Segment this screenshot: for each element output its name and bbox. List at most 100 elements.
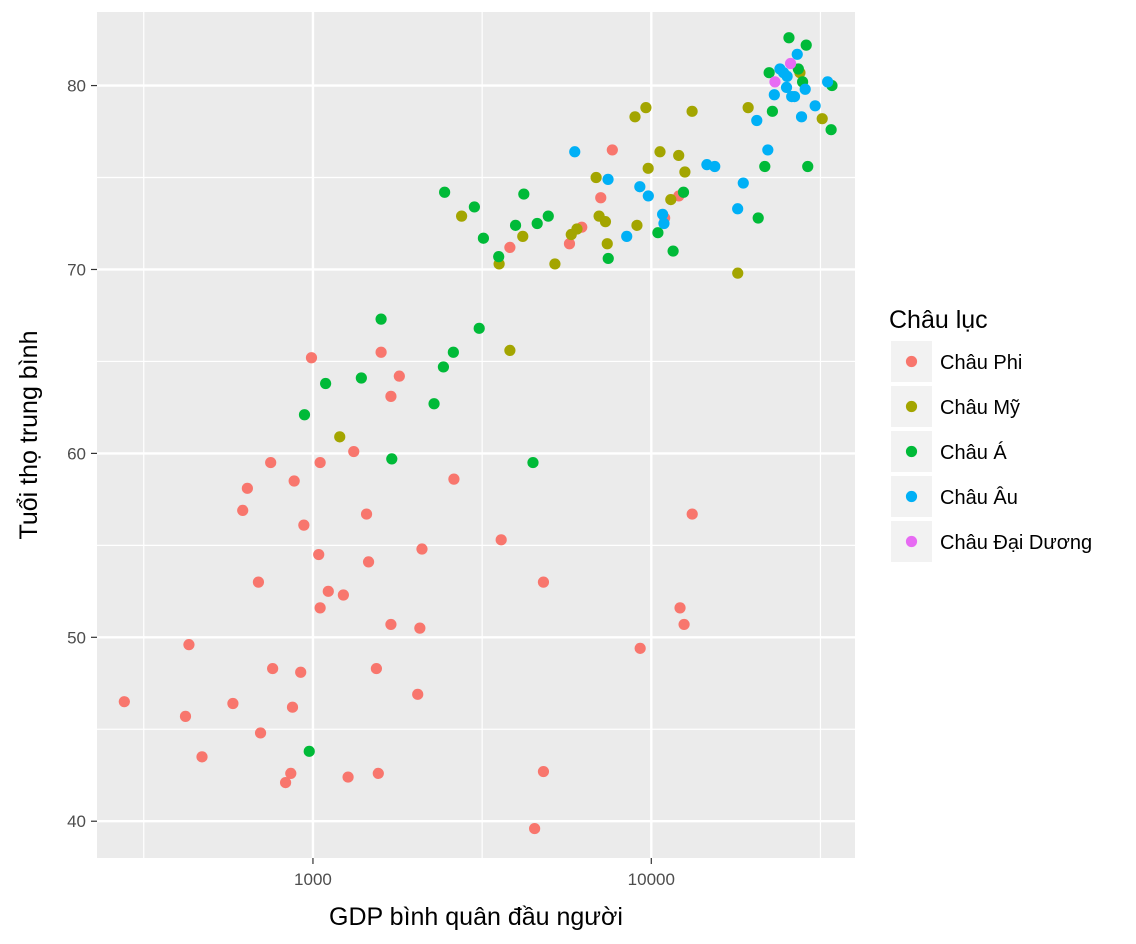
x-tick-label: 1000 [294,870,332,889]
point-chau-a [527,456,539,469]
point-chau-dai-duong [784,57,797,70]
point-chau-au [768,89,780,101]
point-chau-a [792,63,804,75]
point-chau-a [386,453,398,465]
point-chau-phi [322,585,334,597]
point-chau-phi [267,662,279,675]
point-chau-phi [227,697,239,710]
point-chau-my [742,102,754,114]
point-chau-a [355,372,367,384]
legend-swatch-chau-phi [905,355,918,368]
point-chau-phi [686,508,698,520]
legend-label-chau-dai-duong: Châu Đại Dương [940,532,1092,554]
y-tick-label: 50 [67,628,86,647]
point-chau-a [763,67,775,79]
point-chau-phi [414,622,426,634]
point-chau-au [634,181,646,193]
point-chau-au [751,114,763,127]
point-chau-phi [448,473,460,485]
point-chau-my [654,146,666,158]
point-chau-phi [674,602,686,614]
point-chau-phi [298,519,310,531]
point-chau-a [439,186,451,198]
x-axis: 1000 10000 [294,858,675,889]
legend-label-chau-my: Châu Mỹ [940,397,1020,419]
point-chau-my [816,113,828,125]
point-chau-a [531,217,543,230]
point-chau-my [571,223,583,235]
y-tick-label: 40 [67,812,86,831]
point-chau-phi [252,576,265,588]
point-chau-my [686,105,698,117]
point-chau-a [802,160,814,173]
point-chau-phi [314,602,326,614]
point-chau-my [517,230,529,242]
point-chau-au [602,173,614,185]
legend-swatch-chau-dai-duong [905,535,918,548]
point-chau-a [652,227,664,239]
point-chau-a [303,745,315,757]
point-chau-phi [314,456,326,469]
point-chau-phi [537,576,550,588]
point-chau-phi [362,556,375,568]
point-chau-phi [254,727,267,739]
point-chau-phi [385,618,397,631]
data-points [118,32,838,835]
point-chau-my [673,149,685,162]
point-chau-phi [375,346,387,358]
point-chau-phi [385,390,397,402]
point-chau-phi [348,445,360,458]
point-chau-phi [372,767,384,780]
point-chau-phi [606,144,618,156]
point-chau-a [298,409,311,421]
point-chau-phi [265,456,277,469]
point-chau-au [822,76,834,88]
point-chau-phi [678,618,690,631]
point-chau-au [709,160,721,173]
y-axis: 40 50 60 70 80 [67,77,97,831]
point-chau-my [732,267,744,279]
point-chau-phi [360,508,373,520]
point-chau-my [590,171,602,184]
point-chau-my [601,238,613,250]
point-chau-a [473,322,485,334]
point-chau-au [799,83,811,95]
point-chau-au [809,100,821,112]
point-chau-a [447,346,459,358]
point-chau-phi [286,701,299,713]
point-chau-phi [504,241,516,254]
point-chau-phi [370,662,383,675]
legend-swatch-chau-my [905,400,918,413]
plot-panel [97,12,855,858]
point-chau-a [518,188,530,200]
point-chau-a [477,232,490,244]
point-chau-a [320,377,332,390]
point-chau-a [493,251,505,263]
point-chau-a [783,32,795,44]
point-chau-phi [595,192,607,204]
point-chau-my [504,344,516,356]
point-chau-au [621,230,633,242]
point-chau-phi [313,548,325,561]
legend: Châu lục Châu Phi Châu Mỹ Châu Á Châu Âu Châ… [889,306,1092,562]
point-chau-au [737,177,749,189]
point-chau-my [642,162,654,174]
point-chau-phi [288,475,300,487]
legend-label-chau-a: Châu Á [940,441,1007,464]
point-chau-phi [237,504,249,517]
point-chau-phi [183,639,195,651]
point-chau-phi [634,642,646,654]
point-chau-my [665,193,677,206]
point-chau-phi [179,710,192,722]
point-chau-a [437,361,450,373]
point-chau-phi [337,589,349,601]
point-chau-a [428,398,440,410]
point-chau-au [780,81,793,94]
point-chau-a [759,160,771,173]
y-axis-title: Tuổi thọ trung bình [15,331,43,540]
point-chau-my [599,216,612,228]
point-chau-my [679,166,691,178]
point-chau-phi [412,688,424,700]
legend-swatch-chau-au [905,490,918,503]
point-chau-phi [196,751,208,763]
